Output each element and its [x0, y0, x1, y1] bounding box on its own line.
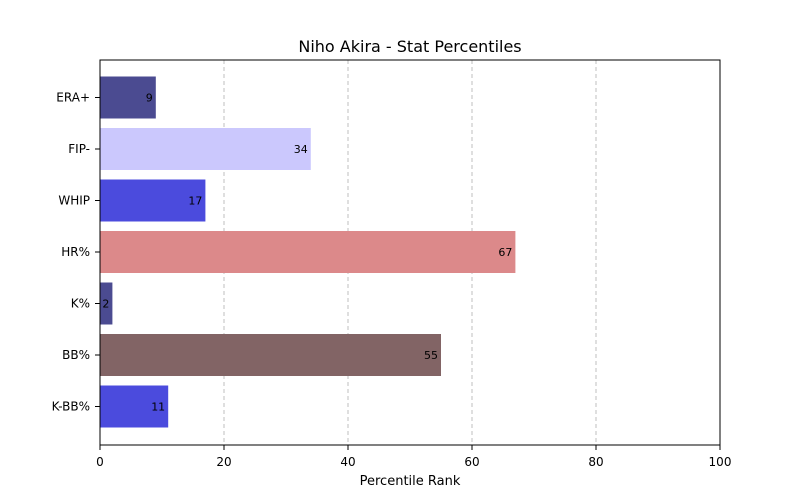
x-tick-label: 40 — [340, 455, 355, 469]
data-label: 34 — [294, 143, 308, 156]
data-label: 17 — [188, 195, 202, 208]
y-tick-label: HR% — [61, 245, 90, 259]
x-tick-label: 100 — [709, 455, 732, 469]
data-label: 67 — [498, 246, 512, 259]
data-label: 55 — [424, 349, 438, 362]
y-tick-label: WHIP — [58, 194, 90, 208]
bar-k-bb- — [100, 385, 169, 428]
bar-era- — [100, 76, 156, 119]
y-tick-label: K-BB% — [52, 400, 90, 414]
x-tick-label: 60 — [464, 455, 479, 469]
bar-fip- — [100, 128, 311, 170]
bars — [100, 76, 516, 428]
y-tick-label: FIP- — [68, 142, 90, 156]
data-labels: 9 34 17 67 2 55 11 — [102, 92, 512, 414]
x-axis-label: Percentile Rank — [360, 474, 461, 489]
bar-hr- — [100, 231, 516, 273]
y-tick-label: K% — [71, 297, 90, 311]
bar-k- — [100, 282, 113, 325]
x-tick-label: 80 — [588, 455, 603, 469]
y-tick-label: ERA+ — [56, 91, 90, 105]
bar-whip — [100, 179, 206, 222]
data-label: 11 — [151, 401, 165, 414]
bar-bb- — [100, 334, 441, 376]
chart-title: Niho Akira - Stat Percentiles — [298, 37, 521, 56]
data-label: 9 — [146, 92, 153, 105]
x-tick-label: 0 — [96, 455, 104, 469]
y-axis-ticks: ERA+ FIP- WHIP HR% K% BB% K-BB% — [52, 91, 100, 414]
x-axis-ticks: 0 20 40 60 80 100 — [96, 445, 731, 469]
data-label: 2 — [102, 298, 109, 311]
y-tick-label: BB% — [62, 348, 90, 362]
x-tick-label: 20 — [216, 455, 231, 469]
